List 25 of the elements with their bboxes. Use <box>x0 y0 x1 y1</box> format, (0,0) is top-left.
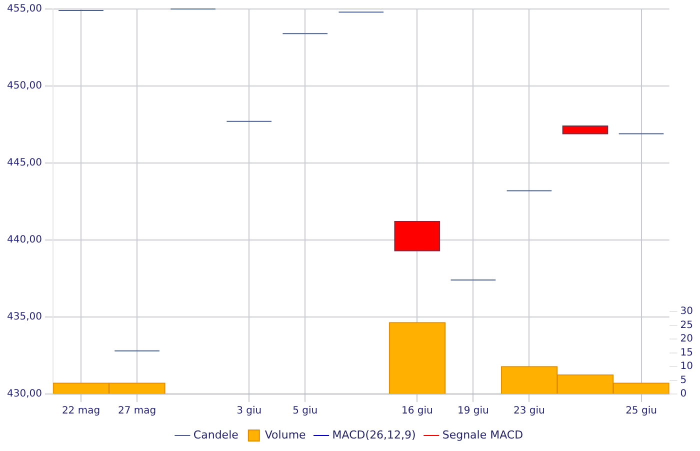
y2-tick-label: 25 <box>680 320 694 331</box>
y-tick-label: 450,00 <box>6 80 42 92</box>
legend-label: Candele <box>193 428 239 442</box>
y-tick-label: 455,00 <box>6 4 42 15</box>
y-tick-label: 430,00 <box>6 388 42 400</box>
y-tick-label: 440,00 <box>6 234 42 246</box>
y-tick-label: 445,00 <box>6 158 42 169</box>
y2-tick-label: 10 <box>680 361 694 372</box>
y2-tick-label: 20 <box>680 334 694 345</box>
x-tick-label: 27 mag <box>118 406 156 417</box>
y2-tick-label: 30 <box>680 306 694 318</box>
legend-label: MACD(26,12,9) <box>332 428 416 442</box>
x-tick-label: 19 giu <box>457 406 489 417</box>
legend-label: Volume <box>264 428 306 442</box>
x-tick-label: 22 mag <box>62 406 100 417</box>
y2-tick-label: 0 <box>680 388 687 400</box>
x-tick-label: 3 giu <box>236 406 262 417</box>
x-tick-label: 25 giu <box>626 406 657 417</box>
y2-tick-label: 15 <box>680 347 694 358</box>
x-tick-label: 5 giu <box>292 406 318 417</box>
x-tick-label: 16 giu <box>401 406 433 417</box>
y2-tick-label: 5 <box>680 374 687 386</box>
legend-label: Segnale MACD <box>442 428 524 442</box>
y-tick-label: 435,00 <box>6 312 42 323</box>
x-tick-label: 23 giu <box>514 406 545 417</box>
